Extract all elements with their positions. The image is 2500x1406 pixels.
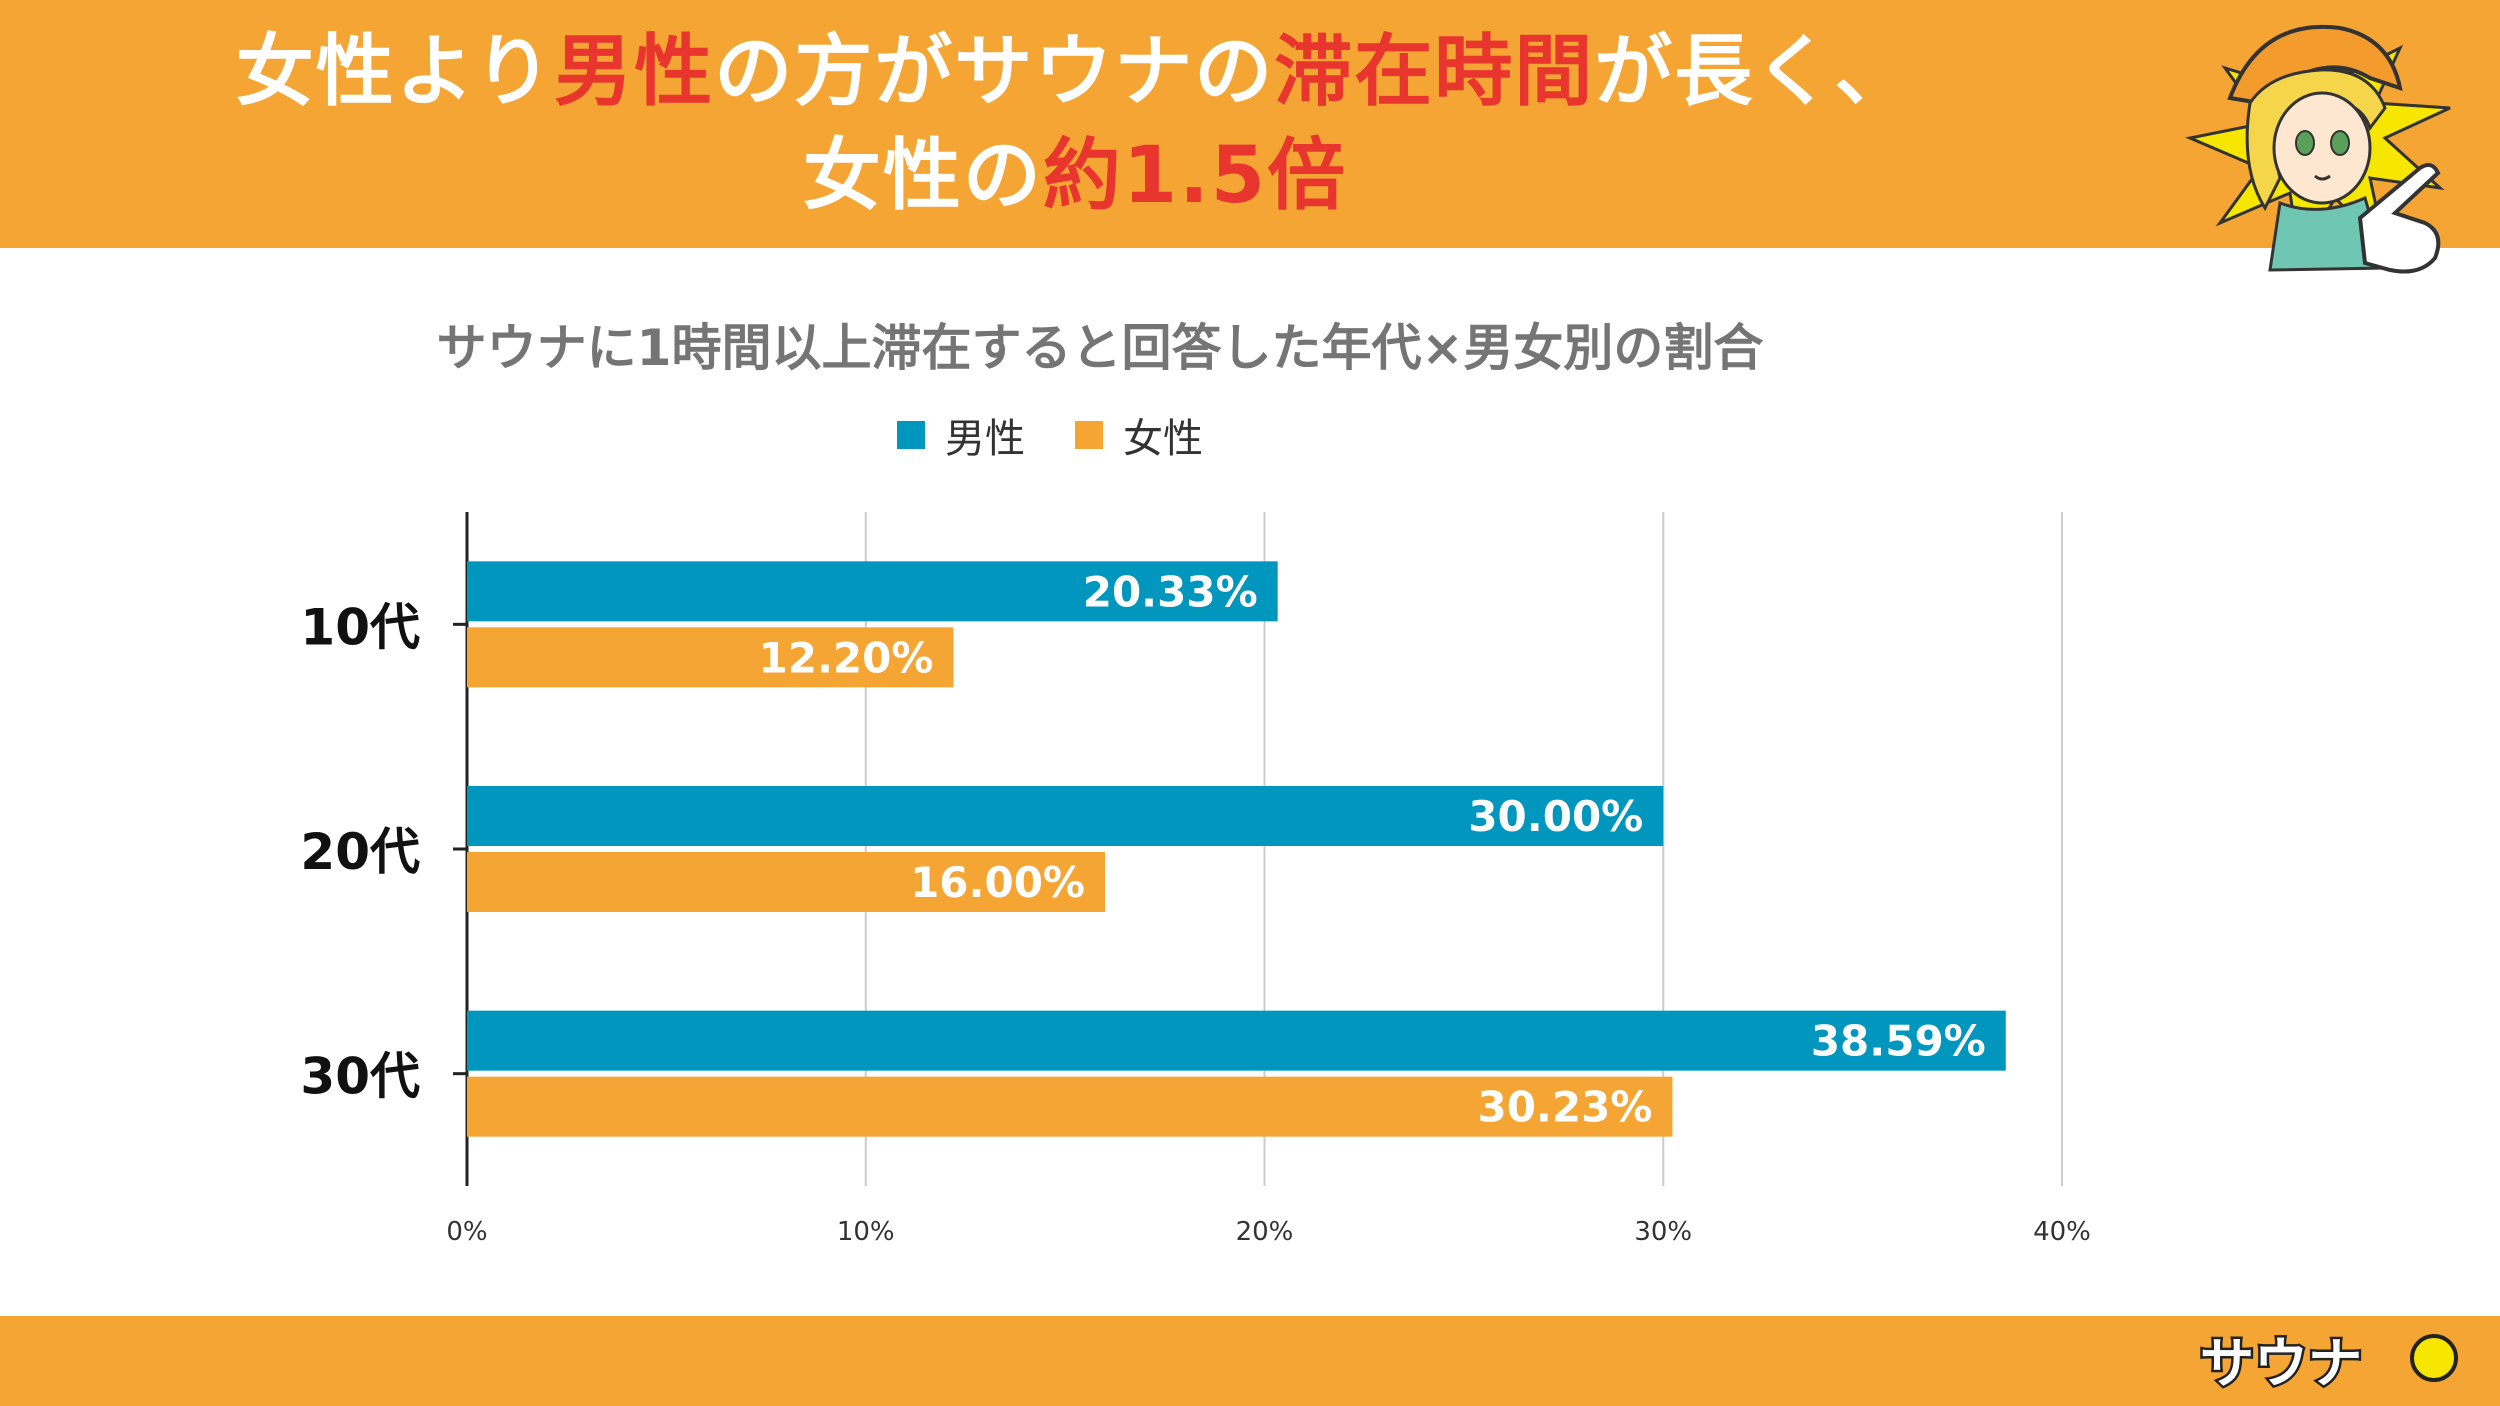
- category-label: 10代: [300, 598, 420, 656]
- headline-line-1: 女性より男性の方がサウナの滞在時間が長く、: [0, 20, 2150, 124]
- chart-legend: 男性 女性: [0, 406, 2100, 464]
- mascot-illustration: [2184, 24, 2451, 274]
- bar-female: [467, 627, 954, 688]
- bar-female: [467, 1076, 1673, 1137]
- legend-label-male: 男性: [945, 416, 1025, 462]
- logo-text: サウナ: [2200, 1332, 2362, 1395]
- data-label: 38.59%: [1811, 1017, 1986, 1066]
- x-tick-label: 30%: [1634, 1217, 1692, 1247]
- headline-text: の方がサウナの: [714, 27, 1275, 117]
- x-tick-label: 0%: [446, 1217, 487, 1247]
- bar-female: [467, 852, 1105, 912]
- headline-highlight: 男性: [554, 27, 715, 117]
- mascot-eye: [2295, 130, 2315, 156]
- mascot-face: [2272, 91, 2372, 205]
- legend-swatch-male: [897, 421, 925, 449]
- x-tick-label: 10%: [837, 1217, 895, 1247]
- data-label: 12.20%: [759, 633, 934, 682]
- mascot-eye: [2330, 130, 2350, 156]
- category-label: 30代: [300, 1048, 420, 1106]
- bar-male: [467, 1010, 2006, 1071]
- sauna-logo: サウナ: [2198, 1330, 2458, 1398]
- pointing-hand-icon: [2357, 162, 2441, 274]
- data-label: 30.00%: [1468, 792, 1643, 841]
- data-label: 30.23%: [1477, 1083, 1652, 1132]
- headline-highlight: 滞在時間: [1274, 27, 1595, 117]
- footer-bar: [0, 1316, 2500, 1406]
- legend-item-male: 男性: [897, 406, 1025, 464]
- legend-label-female: 女性: [1123, 416, 1203, 462]
- headline-text: 女性より: [235, 27, 555, 117]
- bar-male: [467, 561, 1278, 622]
- header-banner: 女性より男性の方がサウナの滞在時間が長く、 女性の約1.5倍: [0, 0, 2500, 248]
- data-label: 20.33%: [1083, 567, 1258, 616]
- headline: 女性より男性の方がサウナの滞在時間が長く、 女性の約1.5倍: [0, 20, 2150, 228]
- category-label: 20代: [300, 823, 420, 881]
- headline-line-2: 女性の約1.5倍: [0, 124, 2150, 228]
- x-tick-label: 40%: [2033, 1217, 2091, 1247]
- headline-highlight: 約1.5倍: [1042, 131, 1348, 221]
- bar-chart: 0% 10% 20% 30% 40% 10代 20.33% 12.20% 20代 30.00% 16…: [300, 512, 2091, 1247]
- legend-item-female: 女性: [1075, 406, 1203, 464]
- headline-text: が長く、: [1594, 27, 1915, 117]
- x-tick-label: 20%: [1236, 1217, 1294, 1247]
- logo-mascot-icon: [2410, 1334, 2458, 1382]
- bar-male: [467, 786, 1664, 846]
- data-label: 16.00%: [910, 858, 1085, 907]
- legend-swatch-female: [1075, 421, 1103, 449]
- chart-title: サウナに1時間以上滞在すると回答した年代×男女別の割合: [436, 319, 1764, 377]
- headline-text: 女性の: [802, 131, 1043, 221]
- mascot-mouth: [2314, 174, 2331, 181]
